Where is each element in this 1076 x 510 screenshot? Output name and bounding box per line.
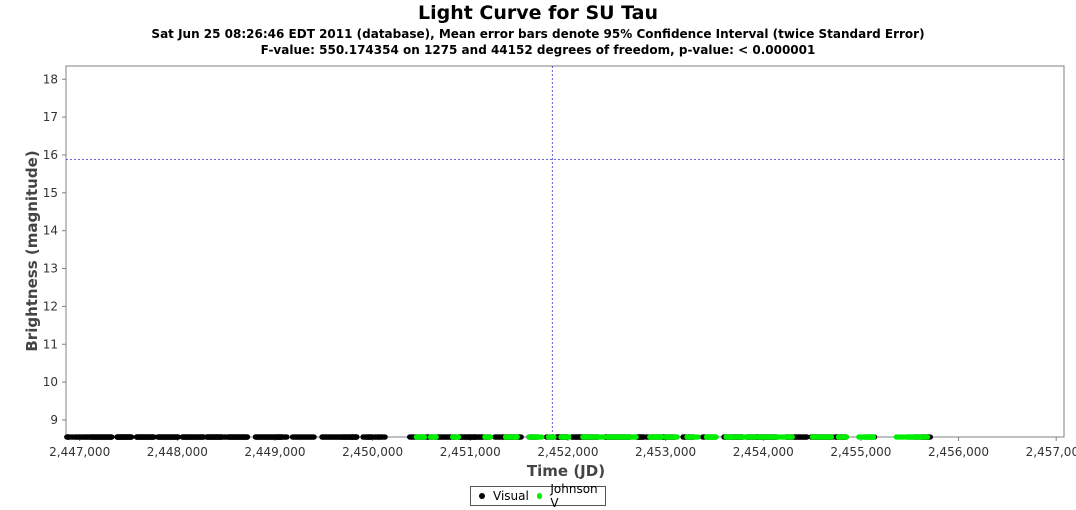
- visual-point: [129, 434, 135, 440]
- y-tick-label: 11: [43, 337, 58, 351]
- x-tick-label: 2,448,000: [147, 445, 208, 459]
- series-johnson-v: [413, 434, 931, 440]
- legend: Visual Johnson V: [470, 482, 606, 510]
- visual-point: [804, 434, 810, 440]
- johnson-v-point: [514, 434, 520, 440]
- johnson-v-marker-icon: [536, 493, 543, 499]
- johnson-v-point: [695, 434, 701, 440]
- johnson-v-point: [870, 434, 877, 440]
- y-tick-label: 13: [43, 262, 58, 276]
- visual-point: [311, 434, 317, 440]
- johnson-v-point: [674, 434, 680, 440]
- y-tick-label: 18: [43, 72, 58, 86]
- johnson-v-point: [455, 434, 461, 440]
- crosshair: [66, 66, 1064, 437]
- visual-point: [518, 434, 524, 440]
- johnson-v-point: [828, 434, 835, 440]
- johnson-v-point: [843, 434, 850, 440]
- johnson-v-point: [659, 434, 665, 440]
- johnson-v-point: [924, 434, 931, 440]
- series-visual: [64, 434, 934, 440]
- x-tick-label: 2,449,000: [244, 445, 305, 459]
- legend-item-johnson-v[interactable]: Johnson V: [536, 482, 605, 510]
- chart-title: Light Curve for SU Tau: [417, 2, 659, 24]
- legend-label-visual: Visual: [493, 489, 529, 503]
- y-tick-label: 10: [43, 375, 58, 389]
- johnson-v-point: [422, 434, 428, 440]
- visual-point: [354, 434, 360, 440]
- x-tick-label: 2,453,000: [635, 445, 696, 459]
- y-tick-label: 12: [43, 299, 58, 313]
- visual-point: [378, 434, 384, 440]
- plot-area: [65, 65, 1065, 438]
- visual-point: [175, 434, 181, 440]
- johnson-v-point: [539, 434, 545, 440]
- chart-statistics: F-value: 550.174354 on 1275 and 44152 de…: [260, 43, 816, 57]
- johnson-v-point: [566, 434, 572, 440]
- visual-point: [382, 434, 388, 440]
- johnson-v-point: [633, 434, 639, 440]
- legend-item-visual[interactable]: Visual: [479, 489, 529, 503]
- x-tick-label: 2,451,000: [440, 445, 501, 459]
- johnson-v-point: [789, 434, 795, 440]
- x-tick-label: 2,455,000: [830, 445, 891, 459]
- x-tick-label: 2,452,000: [537, 445, 598, 459]
- x-axis-ticks: 2,447,000 2,448,000 2,449,000 2,450,000 2,45…: [49, 437, 1076, 459]
- x-tick-label: 2,456,000: [928, 445, 989, 459]
- visual-marker-icon: [479, 493, 485, 499]
- x-axis-label: Time (JD): [527, 462, 605, 480]
- y-tick-label: 15: [43, 186, 58, 200]
- johnson-v-point: [551, 434, 557, 440]
- y-tick-label: 14: [43, 224, 58, 238]
- y-tick-label: 17: [43, 110, 58, 124]
- data-points: [64, 434, 934, 440]
- y-axis-ticks: 9 10 11 12 13 14 15 16 17 18: [43, 72, 66, 427]
- visual-point: [109, 434, 115, 440]
- johnson-v-point: [600, 434, 606, 440]
- x-tick-label: 2,450,000: [342, 445, 403, 459]
- visual-point: [244, 434, 251, 440]
- legend-label-johnson-v: Johnson V: [550, 482, 598, 510]
- visual-point: [284, 434, 290, 440]
- johnson-v-point: [433, 434, 439, 440]
- johnson-v-point: [713, 434, 719, 440]
- johnson-v-point: [488, 434, 494, 440]
- chart-subtitle: Sat Jun 25 08:26:46 EDT 2011 (database),…: [151, 27, 925, 41]
- y-axis-label: Brightness (magnitude): [23, 150, 41, 351]
- x-tick-label: 2,454,000: [733, 445, 794, 459]
- x-tick-label: 2,457,000: [1026, 445, 1076, 459]
- y-tick-label: 9: [50, 413, 58, 427]
- y-tick-label: 16: [43, 148, 58, 162]
- x-tick-label: 2,447,000: [49, 445, 110, 459]
